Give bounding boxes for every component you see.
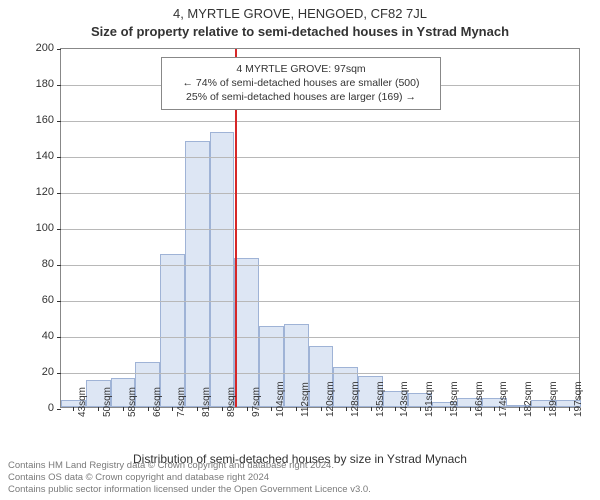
xtick-label: 43sqm — [77, 387, 88, 417]
xtick-mark — [346, 407, 347, 411]
gridline — [61, 121, 579, 122]
ytick-mark — [57, 265, 61, 266]
ytick-mark — [57, 229, 61, 230]
ytick-mark — [57, 157, 61, 158]
ytick-mark — [57, 49, 61, 50]
xtick-label: 97sqm — [251, 387, 262, 417]
xtick-label: 182sqm — [523, 381, 534, 417]
footer-line-1: Contains HM Land Registry data © Crown c… — [8, 460, 592, 472]
annotation-line-2: ← 74% of semi-detached houses are smalle… — [170, 76, 432, 90]
ytick-label: 40 — [20, 330, 54, 342]
xtick-mark — [445, 407, 446, 411]
xtick-label: 189sqm — [548, 381, 559, 417]
xtick-label: 58sqm — [127, 387, 138, 417]
xtick-label: 74sqm — [176, 387, 187, 417]
xtick-mark — [148, 407, 149, 411]
ytick-mark — [57, 301, 61, 302]
gridline — [61, 265, 579, 266]
xtick-mark — [197, 407, 198, 411]
ytick-mark — [57, 121, 61, 122]
gridline — [61, 193, 579, 194]
xtick-mark — [569, 407, 570, 411]
xtick-label: 89sqm — [226, 387, 237, 417]
ytick-label: 180 — [20, 78, 54, 90]
xtick-mark — [123, 407, 124, 411]
ytick-label: 100 — [20, 222, 54, 234]
xtick-mark — [544, 407, 545, 411]
xtick-label: 135sqm — [375, 381, 386, 417]
xtick-label: 143sqm — [399, 381, 410, 417]
xtick-mark — [470, 407, 471, 411]
xtick-mark — [98, 407, 99, 411]
gridline — [61, 229, 579, 230]
xtick-label: 151sqm — [424, 381, 435, 417]
xtick-mark — [73, 407, 74, 411]
ytick-label: 60 — [20, 294, 54, 306]
xtick-mark — [172, 407, 173, 411]
footer-line-3: Contains public sector information licen… — [8, 484, 592, 496]
ytick-label: 120 — [20, 186, 54, 198]
chart-address-title: 4, MYRTLE GROVE, HENGOED, CF82 7JL — [0, 6, 600, 21]
xtick-label: 104sqm — [275, 381, 286, 417]
xtick-mark — [395, 407, 396, 411]
xtick-label: 197sqm — [573, 381, 584, 417]
gridline — [61, 337, 579, 338]
annotation-line-3: 25% of semi-detached houses are larger (… — [170, 90, 432, 104]
xtick-mark — [247, 407, 248, 411]
ytick-label: 200 — [20, 42, 54, 54]
xtick-label: 128sqm — [350, 381, 361, 417]
histogram-bar — [160, 254, 185, 407]
xtick-label: 166sqm — [474, 381, 485, 417]
xtick-label: 112sqm — [300, 382, 311, 417]
ytick-mark — [57, 409, 61, 410]
ytick-label: 80 — [20, 258, 54, 270]
histogram-bar — [210, 132, 235, 407]
xtick-label: 81sqm — [201, 387, 212, 417]
footer-attribution: Contains HM Land Registry data © Crown c… — [8, 460, 592, 496]
histogram-bar — [185, 141, 210, 407]
xtick-label: 66sqm — [152, 387, 163, 417]
ytick-mark — [57, 85, 61, 86]
ytick-mark — [57, 373, 61, 374]
xtick-label: 174sqm — [498, 381, 509, 417]
ytick-mark — [57, 337, 61, 338]
xtick-mark — [321, 407, 322, 411]
ytick-label: 20 — [20, 366, 54, 378]
ytick-label: 160 — [20, 114, 54, 126]
gridline — [61, 157, 579, 158]
xtick-mark — [222, 407, 223, 411]
chart-container: { "header": { "address": "4, MYRTLE GROV… — [0, 0, 600, 500]
plot-area: 4 MYRTLE GROVE: 97sqm ← 74% of semi-deta… — [60, 48, 580, 408]
gridline — [61, 373, 579, 374]
xtick-label: 158sqm — [449, 381, 460, 417]
xtick-mark — [494, 407, 495, 411]
xtick-label: 50sqm — [102, 387, 113, 417]
xtick-mark — [420, 407, 421, 411]
annotation-line-1: 4 MYRTLE GROVE: 97sqm — [170, 62, 432, 76]
xtick-mark — [271, 407, 272, 411]
histogram-bar — [234, 258, 259, 407]
xtick-mark — [519, 407, 520, 411]
ytick-mark — [57, 193, 61, 194]
xtick-label: 120sqm — [325, 381, 336, 417]
footer-line-2: Contains OS data © Crown copyright and d… — [8, 472, 592, 484]
ytick-label: 140 — [20, 150, 54, 162]
xtick-mark — [371, 407, 372, 411]
xtick-mark — [296, 407, 297, 411]
gridline — [61, 301, 579, 302]
chart-subtitle: Size of property relative to semi-detach… — [0, 24, 600, 39]
annotation-box: 4 MYRTLE GROVE: 97sqm ← 74% of semi-deta… — [161, 57, 441, 110]
ytick-label: 0 — [20, 402, 54, 414]
